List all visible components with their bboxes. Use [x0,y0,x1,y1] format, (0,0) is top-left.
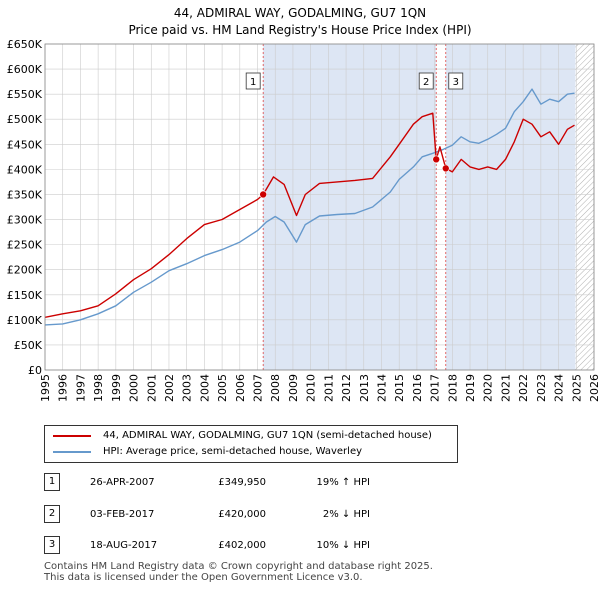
x-tick-label: 2009 [287,374,300,402]
footer-line2: This data is licensed under the Open Gov… [44,572,363,583]
footer-attribution: Contains HM Land Registry data © Crown c… [44,561,433,583]
transaction-hpi: 19% ↑ HPI [316,477,370,488]
legend-swatch-property [53,435,91,437]
footer-line1: Contains HM Land Registry data © Crown c… [44,561,433,572]
y-tick-label: £150K [7,289,43,302]
x-tick-label: 2016 [411,374,424,402]
property-price-line [45,112,575,318]
sale-point-1 [259,190,267,199]
x-tick-label: 2017 [429,374,442,402]
transaction-price: £420,000 [218,509,266,520]
x-tick-label: 2005 [216,374,229,402]
transaction-row-1: 1 26-APR-2007 £349,950 19% ↑ HPI [0,473,600,491]
x-tick-label: 2012 [340,374,353,402]
x-tick-label: 2021 [499,374,512,402]
transaction-hpi: 2% ↓ HPI [322,509,370,520]
event-box-label-2: 2 [423,77,429,88]
x-tick-label: 1996 [57,374,70,402]
price-chart: £0 £50K £100K £150K £200K £250K £300K £350K £400… [7,38,600,402]
legend: 44, ADMIRAL WAY, GODALMING, GU7 1QN (sem… [44,425,458,463]
x-tick-label: 2007 [252,374,265,402]
sale-point-3 [441,164,450,173]
x-tick-label: 2008 [269,374,282,402]
x-tick-label: 2014 [375,374,388,402]
event-box-1 [245,72,261,90]
x-tick-label: 2006 [234,374,247,402]
x-tick-label: 1999 [110,374,123,402]
transaction-row-3: 3 18-AUG-2017 £402,000 10% ↓ HPI [0,536,600,554]
chart-title-line2: Price paid vs. HM Land Registry's House … [128,23,472,37]
y-tick-label: £100K [7,314,43,327]
y-tick-label: £50K [14,339,43,352]
hpi-line [45,88,575,326]
transaction-row-2: 2 03-FEB-2017 £420,000 2% ↓ HPI [0,505,600,523]
transaction-price: £349,950 [218,477,266,488]
event-box-label-1: 1 [250,77,256,88]
x-tick-label: 2015 [393,374,406,402]
chart-title: 44, ADMIRAL WAY, GODALMING, GU7 1QN Pric… [0,5,600,39]
x-tick-label: 1998 [92,374,105,402]
x-tick-label: 2000 [128,374,141,402]
x-tick-label: 2020 [482,374,495,402]
y-tick-label: £500K [7,113,43,126]
forecast-hatch [575,44,594,370]
y-tick-label: £200K [7,264,43,277]
x-tick-label: 2011 [322,374,335,402]
x-tick-label: 1997 [74,374,87,402]
y-tick-label: £600K [7,63,43,76]
shaded-period [263,44,437,370]
x-tick-label: 2013 [358,374,371,402]
transaction-date: 26-APR-2007 [90,477,155,488]
legend-swatch-hpi [53,451,91,453]
y-tick-label: £400K [7,163,43,176]
legend-label-hpi: HPI: Average price, semi-detached house,… [103,446,363,457]
y-tick-label: £350K [7,188,43,201]
event-box-3 [448,72,464,90]
x-tick-label: 2019 [464,374,477,402]
x-tick-label: 2010 [305,374,318,402]
shaded-period [445,44,576,370]
x-tick-label: 2003 [181,374,194,402]
transaction-hpi: 10% ↓ HPI [316,540,370,551]
transaction-number: 2 [44,505,60,523]
chart-title-line1: 44, ADMIRAL WAY, GODALMING, GU7 1QN [173,6,427,20]
event-markers: 1 2 3 [245,72,464,199]
x-tick-label: 2018 [446,374,459,402]
y-tick-label: £550K [7,88,43,101]
y-tick-label: £300K [7,214,43,227]
transaction-number: 3 [44,536,60,554]
axes: £0 £50K £100K £150K £200K £250K £300K £350K £400… [7,38,600,402]
event-box-label-3: 3 [453,77,459,88]
event-box-2 [418,72,434,90]
x-tick-label: 2004 [198,374,211,402]
transaction-date: 18-AUG-2017 [90,540,158,551]
x-tick-label: 1995 [39,374,52,402]
series-lines [45,88,575,326]
sale-point-2 [432,155,441,164]
transaction-date: 03-FEB-2017 [90,509,155,520]
x-tick-label: 2022 [517,374,530,402]
y-tick-label: £0 [28,364,42,377]
transaction-price: £402,000 [218,540,266,551]
x-tick-label: 2026 [588,374,600,402]
transaction-number: 1 [44,473,60,491]
gridlines [44,43,595,371]
x-tick-label: 2023 [535,374,548,402]
x-tick-label: 2024 [553,374,566,402]
y-tick-label: £650K [7,38,43,51]
shaded-periods [45,44,594,370]
legend-label-property: 44, ADMIRAL WAY, GODALMING, GU7 1QN (sem… [103,430,432,441]
x-tick-label: 2002 [163,374,176,402]
y-tick-label: £450K [7,138,43,151]
plot-frame [44,43,595,371]
x-tick-label: 2025 [570,374,583,402]
x-tick-label: 2001 [145,374,158,402]
y-tick-label: £250K [7,239,43,252]
